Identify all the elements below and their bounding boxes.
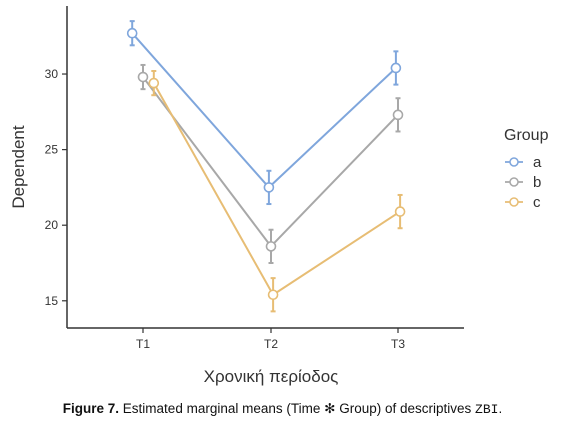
- y-tick-label: 30: [45, 67, 59, 81]
- data-point: [394, 206, 406, 217]
- series-a: [126, 20, 402, 206]
- data-point: [267, 289, 279, 301]
- x-tick-label: T3: [391, 337, 405, 351]
- legend-item-b: b: [505, 174, 541, 191]
- series-line: [131, 32, 397, 189]
- caption-symbol: ✻: [324, 401, 336, 416]
- caption-end: .: [498, 401, 503, 416]
- x-axis-title: Χρονική περίοδος: [204, 367, 339, 386]
- data-point: [148, 77, 160, 89]
- chart: 15 20 25 30 T1 T2 T3 Dependent Χρονική περίοδ…: [9, 6, 549, 386]
- legend-label: a: [533, 154, 542, 171]
- y-tick-label: 25: [45, 143, 59, 157]
- y-tick-label: 15: [45, 294, 59, 308]
- legend-title: Group: [504, 127, 549, 144]
- data-point: [137, 71, 149, 83]
- caption-variable: ZBI: [475, 402, 499, 417]
- y-tick-label: 20: [45, 218, 59, 232]
- x-tick-label: T1: [136, 337, 150, 351]
- figure-caption: Figure 7. Estimated marginal means (Time…: [0, 401, 565, 417]
- legend: Group abc: [504, 127, 549, 211]
- legend-label: c: [533, 194, 541, 211]
- data-point: [263, 182, 275, 193]
- x-ticks: T1 T2 T3: [136, 328, 405, 351]
- caption-text-2: Group) of descriptives: [339, 401, 472, 416]
- data-point: [392, 109, 404, 121]
- legend-swatch-point: [509, 177, 519, 187]
- data-point: [265, 241, 277, 252]
- legend-label: b: [533, 174, 541, 191]
- legend-item-a: a: [505, 154, 542, 171]
- legend-swatch-point: [509, 157, 519, 167]
- series-b: [137, 63, 404, 264]
- legend-item-c: c: [505, 194, 541, 211]
- y-ticks: 15 20 25 30: [45, 67, 67, 308]
- series-c: [148, 70, 406, 313]
- data-point: [390, 62, 402, 74]
- y-axis-title: Dependent: [9, 125, 28, 208]
- legend-swatch-point: [509, 197, 519, 207]
- caption-text: Estimated marginal means (Time: [122, 401, 321, 416]
- series-layer: [126, 20, 406, 313]
- x-tick-label: T2: [264, 337, 278, 351]
- data-point: [126, 27, 138, 39]
- figure-label: Figure 7.: [62, 401, 120, 416]
- series-line: [152, 82, 401, 296]
